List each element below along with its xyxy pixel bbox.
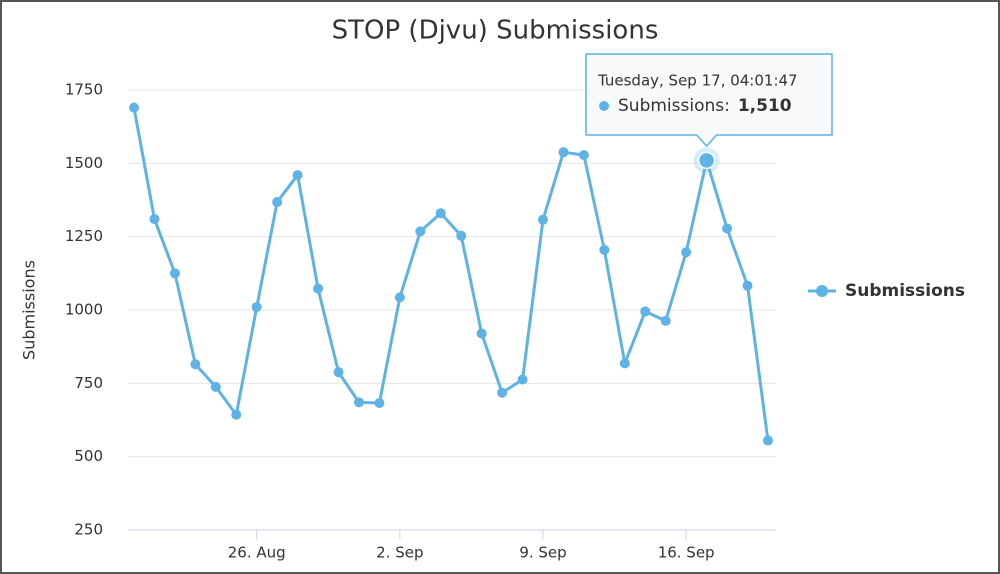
tooltip-marker <box>599 101 609 111</box>
point <box>129 102 139 113</box>
point <box>251 302 262 313</box>
point <box>435 208 446 219</box>
y-tick-label: 1750 <box>65 81 103 99</box>
point <box>333 367 344 378</box>
point <box>476 328 487 339</box>
point <box>374 397 385 408</box>
point <box>169 268 180 279</box>
point <box>190 359 201 370</box>
point <box>210 381 221 392</box>
point <box>558 147 569 158</box>
x-tick-label: 26. Aug <box>228 544 286 562</box>
point <box>231 409 242 420</box>
point <box>578 150 589 161</box>
point <box>538 214 548 225</box>
point <box>722 223 733 234</box>
tooltip: Tuesday, Sep 17, 04:01:47 Submissions: 1,5… <box>585 53 833 148</box>
legend-label: Submissions <box>845 281 965 301</box>
point <box>762 435 773 446</box>
point <box>149 214 160 225</box>
point <box>599 244 610 255</box>
tooltip-line: Submissions: 1,510 <box>618 96 792 116</box>
y-tick-label: 1250 <box>65 227 103 245</box>
y-tick-label: 1000 <box>65 301 103 319</box>
point <box>456 230 467 241</box>
point <box>619 358 630 369</box>
point <box>353 397 364 408</box>
point <box>313 283 324 294</box>
y-axis-label: Submissions <box>20 260 39 360</box>
x-tick-label: 2. Sep <box>376 544 423 562</box>
tooltip-header: Tuesday, Sep 17, 04:01:47 <box>597 72 798 90</box>
y-tick-label: 250 <box>74 521 103 539</box>
point <box>292 170 303 181</box>
point <box>640 306 651 317</box>
point <box>681 247 692 258</box>
chart-title: STOP (Djvu) Submissions <box>332 16 659 46</box>
point <box>742 280 753 291</box>
legend-marker <box>816 285 828 297</box>
point <box>394 292 405 303</box>
point <box>272 197 283 208</box>
point <box>517 374 528 385</box>
point <box>497 387 508 398</box>
y-tick-label: 500 <box>74 447 103 465</box>
tooltip-value: 1,510 <box>738 96 792 116</box>
x-tick-label: 9. Sep <box>519 544 566 562</box>
point <box>660 315 671 326</box>
x-tick-label: 16. Sep <box>658 544 715 562</box>
tooltip-label: Submissions: <box>618 96 730 116</box>
tooltip-box <box>585 53 833 148</box>
y-tick-label: 1500 <box>65 154 103 172</box>
hover-point <box>697 151 716 170</box>
point <box>415 226 426 237</box>
y-tick-label: 750 <box>74 374 103 392</box>
